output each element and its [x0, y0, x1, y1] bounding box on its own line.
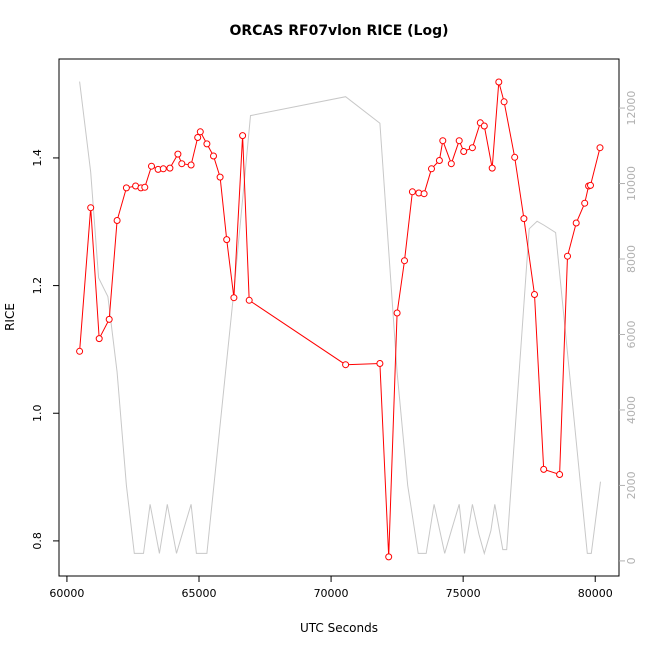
rice-series-point: [113, 217, 121, 224]
chart-title: ORCAS RF07vlon RICE (Log): [229, 23, 448, 39]
rice-series-point: [460, 148, 468, 155]
rice-series-point: [196, 128, 204, 136]
rice-series-point: [230, 294, 238, 302]
rice-series-point: [500, 98, 508, 106]
rice-series-point: [122, 184, 130, 192]
rice-series-point: [385, 553, 393, 561]
rice-series-point: [223, 236, 231, 244]
rice-series-point: [596, 144, 604, 152]
y-tick-label: 0.8: [31, 532, 44, 550]
y2-tick-label: 12000: [625, 91, 638, 126]
rice-series-point: [401, 257, 408, 265]
x-axis-label: UTC Seconds: [300, 621, 378, 635]
x-tick-label: 80000: [578, 587, 613, 600]
y-tick-label: 1.2: [31, 277, 44, 295]
y2-tick-label: 10000: [625, 166, 638, 201]
rice-series-point: [95, 335, 103, 343]
x-tick-label: 70000: [314, 587, 349, 600]
rice-series-point: [148, 162, 155, 170]
x-tick-label: 75000: [446, 587, 481, 600]
y2-tick-label: 4000: [625, 396, 638, 424]
rice-series-point: [581, 199, 589, 207]
rice-series-point: [531, 291, 538, 298]
rice-series-point: [439, 137, 447, 145]
rice-series-point: [87, 204, 95, 212]
y-tick-label: 1.0: [31, 404, 44, 422]
rice-series-point: [105, 315, 113, 323]
rice-series-point: [76, 347, 84, 355]
y2-tick-label: 2000: [625, 471, 638, 499]
rice-series-point: [376, 360, 384, 367]
secondary-series-line: [79, 81, 601, 556]
rice-series-point: [540, 465, 548, 473]
rice-series-point: [480, 122, 488, 130]
rice-series-point: [194, 134, 202, 141]
rice-series-point: [393, 309, 401, 317]
rice-series-point: [159, 165, 167, 173]
x-tick-label: 60000: [49, 587, 84, 600]
y-tick-label: 1.4: [31, 149, 44, 167]
x-tick-label: 65000: [182, 587, 217, 600]
rice-series-point: [166, 164, 174, 172]
rice-series-point: [556, 471, 564, 478]
rice-series-point: [495, 78, 503, 86]
rice-series-point: [564, 252, 571, 260]
axes: 60000 65000 70000 75000 80000 0.8 1.0 1.2 1.4 0 20…: [31, 91, 638, 600]
rice-series-point: [447, 160, 455, 168]
y2-tick-label: 8000: [625, 245, 638, 273]
rice-series-point: [587, 181, 594, 189]
rice-series-point: [428, 165, 435, 173]
rice-series-point: [245, 296, 253, 304]
series-layer: [76, 78, 604, 561]
rice-series-point: [435, 157, 443, 164]
rice-series-point: [511, 153, 519, 161]
rice-series-point: [408, 188, 416, 196]
rice-series-point: [141, 183, 149, 191]
rice-series-point: [520, 215, 528, 223]
rice-series-point: [203, 140, 211, 148]
rice-series-point: [216, 173, 224, 181]
rice-series-point: [174, 150, 182, 158]
rice-series-point: [488, 164, 496, 172]
rice-series-point: [468, 144, 476, 152]
y-axis-label: RICE: [3, 303, 17, 331]
rice-series-point: [455, 137, 463, 145]
rice-series-point: [420, 190, 428, 198]
rice-series-point: [572, 219, 580, 227]
rice-series-line: [79, 81, 601, 557]
rice-series-point: [342, 361, 350, 369]
rice-series-point: [178, 160, 186, 168]
rice-series-point: [210, 152, 217, 160]
rice-series-point: [187, 161, 195, 169]
y2-tick-label: 6000: [625, 320, 638, 348]
rice-series-point: [239, 132, 247, 140]
y2-tick-label: 0: [625, 557, 638, 564]
plot-frame: [58, 58, 620, 577]
